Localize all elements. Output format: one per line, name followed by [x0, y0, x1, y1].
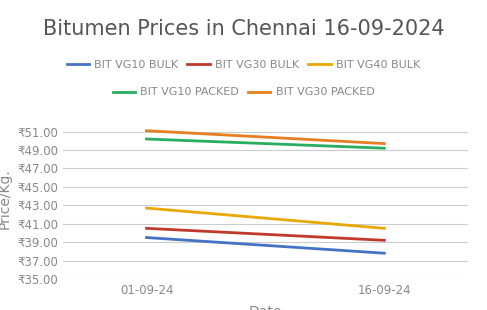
Legend: BIT VG10 PACKED, BIT VG30 PACKED: BIT VG10 PACKED, BIT VG30 PACKED: [108, 83, 379, 102]
BIT VG30 BULK: [381, 238, 387, 242]
X-axis label: Date: Date: [249, 305, 282, 310]
BIT VG40 BULK: [144, 206, 150, 210]
BIT VG10 BULK: [381, 251, 387, 255]
BIT VG40 BULK: [381, 227, 387, 230]
Y-axis label: Price/Kg.: Price/Kg.: [0, 168, 12, 229]
BIT VG10 BULK: [144, 236, 150, 239]
BIT VG30 PACKED: [144, 129, 150, 133]
Line: BIT VG10 BULK: BIT VG10 BULK: [147, 237, 384, 253]
Line: BIT VG10 PACKED: BIT VG10 PACKED: [147, 139, 384, 148]
BIT VG10 PACKED: [144, 137, 150, 141]
BIT VG10 PACKED: [381, 146, 387, 150]
Line: BIT VG40 BULK: BIT VG40 BULK: [147, 208, 384, 228]
BIT VG30 PACKED: [381, 142, 387, 145]
Line: BIT VG30 PACKED: BIT VG30 PACKED: [147, 131, 384, 144]
Text: Bitumen Prices in Chennai 16-09-2024: Bitumen Prices in Chennai 16-09-2024: [43, 19, 444, 39]
BIT VG30 BULK: [144, 227, 150, 230]
Line: BIT VG30 BULK: BIT VG30 BULK: [147, 228, 384, 240]
Legend: BIT VG10 BULK, BIT VG30 BULK, BIT VG40 BULK: BIT VG10 BULK, BIT VG30 BULK, BIT VG40 B…: [62, 55, 425, 74]
